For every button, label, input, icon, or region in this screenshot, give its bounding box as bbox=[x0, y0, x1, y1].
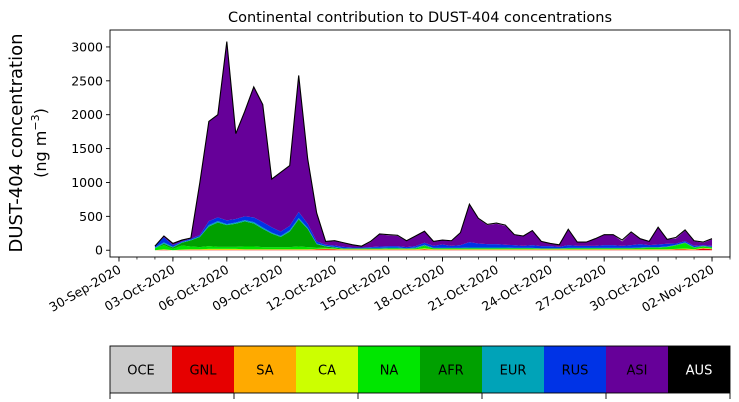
legend-label-gnl: GNL bbox=[189, 364, 217, 379]
legend-swatch-ca bbox=[296, 346, 358, 393]
y-tick-label: 1500 bbox=[71, 141, 103, 156]
legend-swatch-sa bbox=[234, 346, 296, 393]
legend-label-aus: AUS bbox=[686, 364, 713, 379]
legend-colorbar: OCE GNL SA CA NA AFR EUR RUS ASI AUS bbox=[109, 345, 731, 399]
area-asi bbox=[154, 41, 713, 248]
legend-label-oce: OCE bbox=[127, 364, 155, 379]
stacked-areas bbox=[154, 41, 713, 251]
legend-swatch-aus bbox=[668, 346, 730, 393]
area-afr bbox=[154, 219, 713, 249]
y-tick-label: 2000 bbox=[71, 107, 103, 122]
legend-swatch-gnl bbox=[172, 346, 234, 393]
y-axis-ticks: 0 500 1000 1500 2000 2500 3000 bbox=[71, 39, 110, 258]
y-axis-label-line2: (ng m−3) bbox=[29, 108, 50, 178]
y-tick-label: 0 bbox=[95, 243, 103, 258]
legend-swatch-oce bbox=[110, 346, 172, 393]
y-axis-label-line1: DUST-404 concentration bbox=[6, 33, 27, 252]
legend-label-eur: EUR bbox=[500, 364, 527, 379]
y-axis-label: DUST-404 concentration (ng m−3) bbox=[6, 33, 50, 252]
area-gnl bbox=[154, 248, 713, 251]
legend-swatch-na bbox=[358, 346, 420, 393]
y-tick-label: 1000 bbox=[71, 175, 103, 190]
x-axis-ticks: 30-Sep-202003-Oct-202006-Oct-202009-Oct-… bbox=[46, 257, 731, 315]
legend-label-rus: RUS bbox=[562, 364, 589, 379]
y-tick-label: 3000 bbox=[71, 39, 103, 54]
y-tick-label: 2500 bbox=[71, 73, 103, 88]
total-line bbox=[154, 41, 713, 247]
legend-swatch-afr bbox=[420, 346, 482, 393]
legend-label-na: NA bbox=[380, 364, 399, 379]
legend-swatch-asi bbox=[606, 346, 668, 393]
legend-label-asi: ASI bbox=[627, 364, 648, 379]
area-na bbox=[154, 243, 713, 251]
y-tick-label: 500 bbox=[79, 209, 103, 224]
legend-swatch-eur bbox=[482, 346, 544, 393]
area-sa bbox=[154, 248, 713, 251]
legend-swatch-rus bbox=[544, 346, 606, 393]
plot-frame bbox=[109, 29, 731, 258]
legend-label-afr: AFR bbox=[438, 364, 463, 379]
legend-frame bbox=[109, 345, 731, 394]
legend-label-sa: SA bbox=[256, 364, 273, 379]
legend-label-ca: CA bbox=[318, 364, 336, 379]
chart-title: Continental contribution to DUST-404 con… bbox=[228, 10, 612, 26]
area-rus bbox=[154, 211, 713, 249]
